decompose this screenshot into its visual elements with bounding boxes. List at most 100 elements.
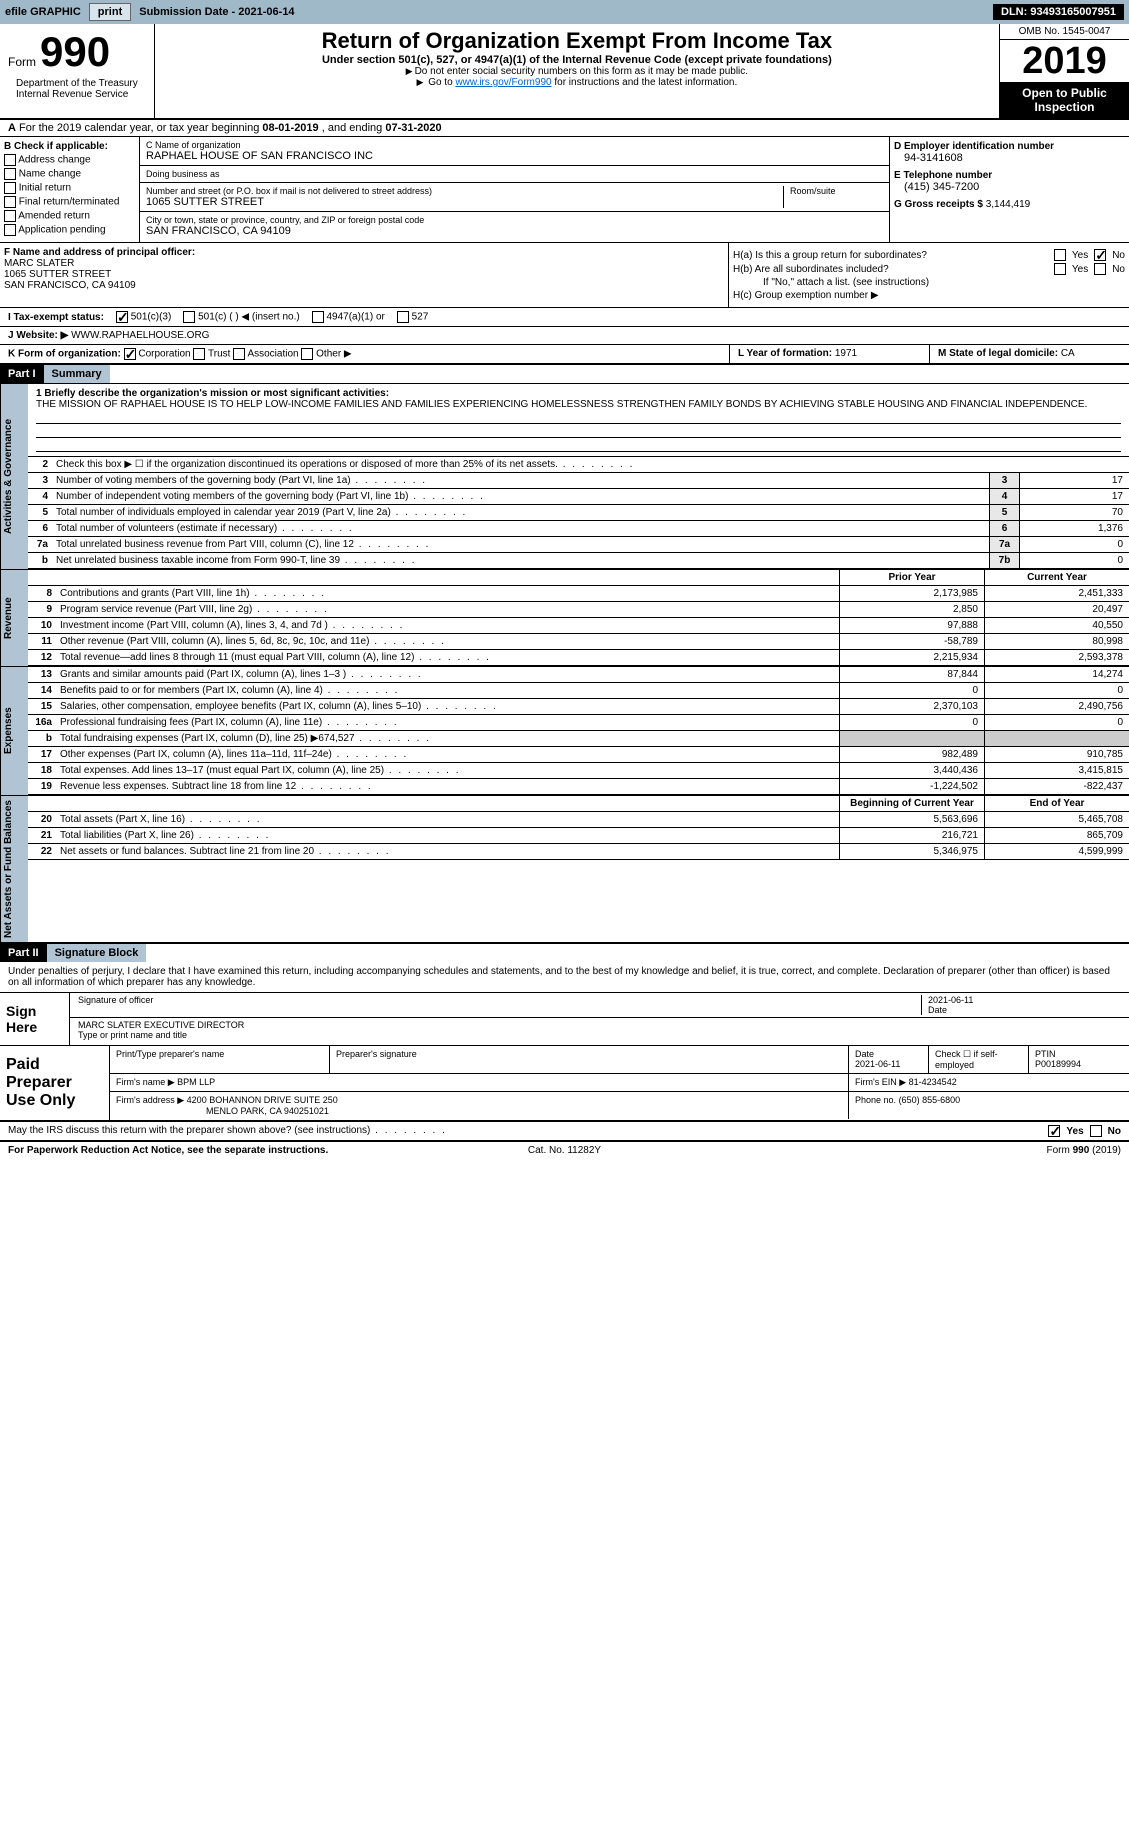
chk-assoc[interactable] xyxy=(233,348,245,360)
col-b-checkboxes: B Check if applicable: Address change Na… xyxy=(0,137,140,242)
discuss-yes: Yes xyxy=(1066,1126,1083,1137)
row-a-end: 07-31-2020 xyxy=(385,122,441,134)
row-py: 5,346,975 xyxy=(839,844,984,859)
form-word: Form xyxy=(8,55,36,69)
row-py xyxy=(839,731,984,746)
row-cy: 14,274 xyxy=(984,667,1129,682)
prep-addr: 4200 BOHANNON DRIVE SUITE 250 xyxy=(187,1095,338,1105)
row-desc: Grants and similar amounts paid (Part IX… xyxy=(56,667,839,682)
gov-row: 2 Check this box ▶ ☐ if the organization… xyxy=(28,457,1129,473)
fin-row: 21 Total liabilities (Part X, line 26) 2… xyxy=(28,828,1129,844)
col-c-org: C Name of organization RAPHAEL HOUSE OF … xyxy=(140,137,889,242)
gov-row: 4 Number of independent voting members o… xyxy=(28,489,1129,505)
chk-name-change[interactable]: Name change xyxy=(4,168,135,180)
form-header: Form 990 Department of the Treasury Inte… xyxy=(0,24,1129,120)
discuss-no-chk[interactable] xyxy=(1090,1125,1102,1137)
k-other: Other ▶ xyxy=(316,349,351,360)
row-box: 4 xyxy=(989,489,1019,504)
prep-date: 2021-06-11 xyxy=(855,1059,900,1069)
ha-label: H(a) Is this a group return for subordin… xyxy=(733,250,1054,261)
col-f-officer: F Name and address of principal officer:… xyxy=(0,243,729,307)
i-o2: 501(c) ( ) ◀ (insert no.) xyxy=(198,312,300,323)
row-a-text: For the 2019 calendar year, or tax year … xyxy=(19,122,262,134)
ha-yes-chk[interactable] xyxy=(1054,249,1066,261)
note2-post: for instructions and the latest informat… xyxy=(552,77,738,88)
row-py: 2,215,934 xyxy=(839,650,984,665)
fin-row: b Total fundraising expenses (Part IX, c… xyxy=(28,731,1129,747)
row-num: 6 xyxy=(28,521,52,536)
hb-no-chk[interactable] xyxy=(1094,263,1106,275)
f-name: MARC SLATER xyxy=(4,258,74,269)
discuss-text: May the IRS discuss this return with the… xyxy=(8,1125,1048,1137)
row-py: 0 xyxy=(839,715,984,730)
chk-501c3[interactable] xyxy=(116,311,128,323)
prep-firm: BPM LLP xyxy=(177,1077,215,1087)
row-desc: Total expenses. Add lines 13–17 (must eq… xyxy=(56,763,839,778)
omb-number: OMB No. 1545-0047 xyxy=(1000,24,1129,40)
row-py: 5,563,696 xyxy=(839,812,984,827)
i-o1: 501(c)(3) xyxy=(131,312,172,323)
chk-trust[interactable] xyxy=(193,348,205,360)
row-cy: 2,593,378 xyxy=(984,650,1129,665)
row-num: 19 xyxy=(28,779,56,794)
vtab-governance: Activities & Governance xyxy=(0,384,28,569)
row-cy: 2,490,756 xyxy=(984,699,1129,714)
hdr-current-year: Current Year xyxy=(984,570,1129,585)
hb-note: If "No," attach a list. (see instruction… xyxy=(733,277,1125,288)
chk-final-return[interactable]: Final return/terminated xyxy=(4,196,135,208)
chk-corp[interactable] xyxy=(124,348,136,360)
note-ssn: Do not enter social security numbers on … xyxy=(163,66,991,77)
row-desc: Benefits paid to or for members (Part IX… xyxy=(56,683,839,698)
row-i-status: I Tax-exempt status: 501(c)(3) 501(c) ( … xyxy=(0,308,1129,327)
sig-name: MARC SLATER EXECUTIVE DIRECTOR xyxy=(78,1020,244,1030)
d-gross: 3,144,419 xyxy=(986,199,1031,210)
row-num: 5 xyxy=(28,505,52,520)
prep-h2: Preparer's signature xyxy=(330,1046,849,1073)
row-num: 8 xyxy=(28,586,56,601)
row-num: 13 xyxy=(28,667,56,682)
gov-row: 6 Total number of volunteers (estimate i… xyxy=(28,521,1129,537)
row-box: 3 xyxy=(989,473,1019,488)
row-a-prefix: A xyxy=(8,122,16,134)
prep-addr-label: Firm's address ▶ xyxy=(116,1095,184,1105)
prep-addr2: MENLO PARK, CA 940251021 xyxy=(116,1106,329,1116)
row-num: 2 xyxy=(28,457,52,472)
vtab-expenses: Expenses xyxy=(0,667,28,795)
c-dba-label: Doing business as xyxy=(146,169,883,179)
row-a-period: A For the 2019 calendar year, or tax yea… xyxy=(0,120,1129,137)
fin-row: 8 Contributions and grants (Part VIII, l… xyxy=(28,586,1129,602)
chk-527[interactable] xyxy=(397,311,409,323)
hb-no: No xyxy=(1112,264,1125,275)
chk-address-change[interactable]: Address change xyxy=(4,154,135,166)
row-a-mid: , and ending xyxy=(322,122,386,134)
irs-link[interactable]: www.irs.gov/Form990 xyxy=(455,77,551,88)
discuss-yes-chk[interactable] xyxy=(1048,1125,1060,1137)
footer-mid: Cat. No. 11282Y xyxy=(379,1145,750,1156)
d-gross-label: G Gross receipts $ xyxy=(894,199,986,210)
chk-initial-return[interactable]: Initial return xyxy=(4,182,135,194)
row-desc: Total fundraising expenses (Part IX, col… xyxy=(56,731,839,746)
row-desc: Salaries, other compensation, employee b… xyxy=(56,699,839,714)
row-val: 1,376 xyxy=(1019,521,1129,536)
chk-4947[interactable] xyxy=(312,311,324,323)
fin-row: 9 Program service revenue (Part VIII, li… xyxy=(28,602,1129,618)
row-py: 982,489 xyxy=(839,747,984,762)
chk-amended-return[interactable]: Amended return xyxy=(4,210,135,222)
sign-here-label: Sign Here xyxy=(0,993,70,1045)
chk-application-pending[interactable]: Application pending xyxy=(4,224,135,236)
row-py: 3,440,436 xyxy=(839,763,984,778)
hdr-eoy: End of Year xyxy=(984,796,1129,811)
row-py: -58,789 xyxy=(839,634,984,649)
row-cy: 0 xyxy=(984,683,1129,698)
hb-yes-chk[interactable] xyxy=(1054,263,1066,275)
row-desc: Other revenue (Part VIII, column (A), li… xyxy=(56,634,839,649)
part1-bar: Part I Summary xyxy=(0,365,1129,383)
chk-501c[interactable] xyxy=(183,311,195,323)
chk-other[interactable] xyxy=(301,348,313,360)
print-button[interactable]: print xyxy=(89,3,131,21)
d-ein-label: D Employer identification number xyxy=(894,141,1125,152)
row-box: 5 xyxy=(989,505,1019,520)
part1-num: Part I xyxy=(0,365,44,383)
ha-no-chk[interactable] xyxy=(1094,249,1106,261)
prep-h5: PTIN xyxy=(1035,1049,1056,1059)
